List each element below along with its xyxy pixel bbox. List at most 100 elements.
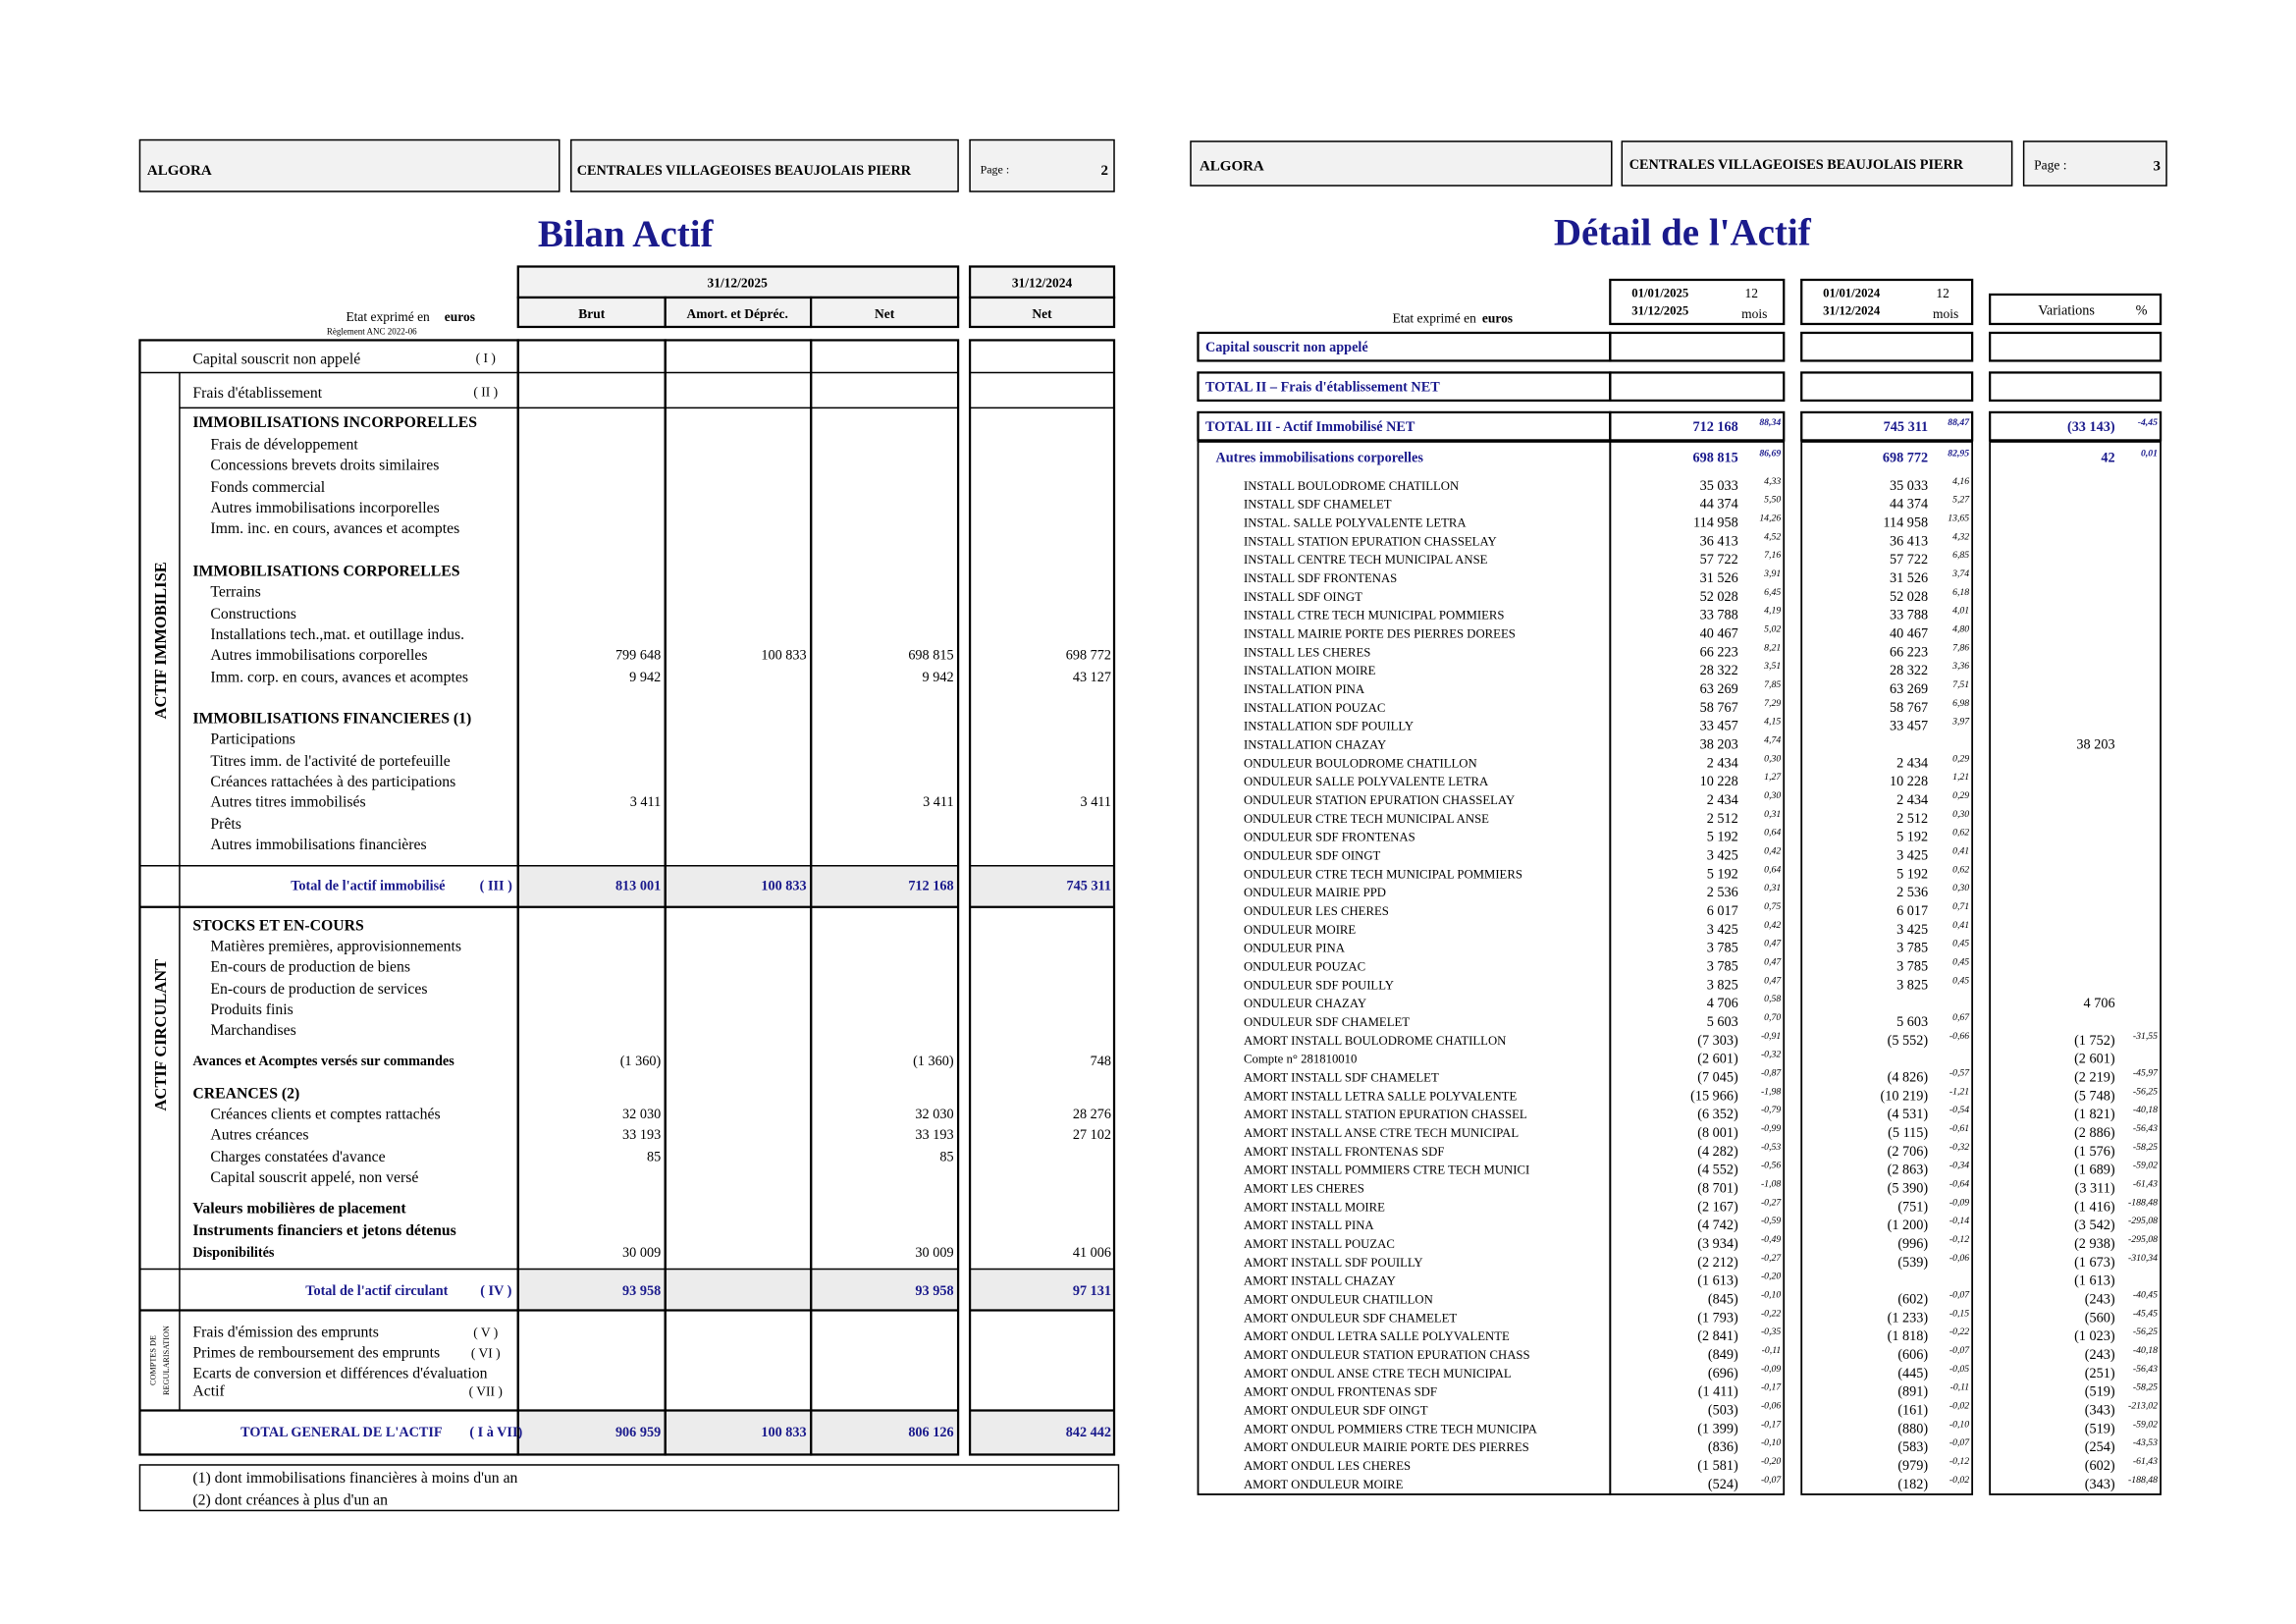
amount: (4 552)	[1697, 1163, 1738, 1178]
unit-label: Etat exprimé en	[1392, 310, 1476, 325]
amount: (2 212)	[1697, 1255, 1738, 1271]
percent: 0,45	[1952, 957, 1969, 968]
amount: 712 168	[908, 879, 953, 894]
percent: -0,14	[1949, 1216, 1969, 1226]
percent: 4,52	[1764, 531, 1781, 542]
detail-frame	[1989, 441, 2162, 1495]
amount: 712 168	[1692, 419, 1737, 435]
percent: 86,69	[1759, 448, 1781, 459]
detail-label: AMORT ONDUL ANSE CTRE TECH MUNICIPAL	[1244, 1367, 1512, 1380]
amount: (2 706)	[1888, 1144, 1929, 1160]
percent: -0,05	[1949, 1364, 1969, 1375]
page-number: 3	[2154, 159, 2162, 175]
row-label: Autres immobilisations financières	[210, 837, 426, 853]
percent: -0,20	[1761, 1272, 1781, 1282]
amount: (1 399)	[1697, 1421, 1738, 1436]
unit: euros	[1482, 310, 1513, 325]
amount: (2 167)	[1697, 1199, 1738, 1215]
column-header	[810, 296, 960, 329]
amount: 38 203	[1700, 737, 1738, 753]
amount: 33 193	[915, 1127, 953, 1143]
amount: 2 512	[1707, 811, 1738, 827]
summary-box	[1989, 371, 2163, 403]
amount: (2 863)	[1888, 1163, 1929, 1178]
amount: 100 833	[761, 879, 806, 894]
amount: (3 311)	[2075, 1181, 2115, 1197]
amount: 6 017	[1896, 903, 1928, 919]
total-label: Total de l'actif immobilisé	[291, 879, 445, 894]
variations-pct: %	[2136, 302, 2148, 318]
amount: (5 390)	[1888, 1181, 1929, 1197]
amount: 114 958	[1693, 515, 1738, 531]
percent: 0,47	[1764, 975, 1782, 986]
amount: 3 425	[1896, 922, 1928, 938]
amount: (15 966)	[1690, 1088, 1738, 1104]
roman: ( VII )	[469, 1383, 503, 1398]
row-label: Autres titres immobilisés	[210, 794, 365, 811]
amount: 41 006	[1073, 1245, 1111, 1261]
percent: 4,80	[1952, 624, 1969, 635]
months: 12	[1744, 286, 1757, 300]
total-band	[517, 1410, 959, 1455]
percent: -0,27	[1761, 1253, 1782, 1264]
roman: ( IV )	[480, 1283, 511, 1299]
total-band	[970, 1269, 1115, 1311]
row-heading: Disponibilités	[192, 1245, 275, 1261]
percent: -45,97	[2133, 1068, 2159, 1079]
row-label: Autres immobilisations corporelles	[210, 647, 427, 664]
amount: 3 411	[923, 794, 954, 810]
detail-label: ONDULEUR STATION EPURATION CHASSELAY	[1244, 793, 1515, 807]
amount: 32 030	[915, 1107, 953, 1122]
amount: 33 788	[1700, 608, 1738, 623]
amount: (243)	[2085, 1347, 2115, 1363]
amount: 114 958	[1883, 515, 1928, 531]
row-label: Marchandises	[210, 1022, 295, 1039]
amount: (583)	[1897, 1439, 1928, 1455]
percent: -4,45	[2138, 417, 2158, 428]
row-label: Créances rattachées à des participations	[210, 774, 455, 790]
percent: 13,65	[1948, 514, 1969, 524]
amount: 10 228	[1890, 774, 1928, 789]
amount: 93 958	[622, 1283, 661, 1299]
amount: (3 542)	[2074, 1218, 2115, 1233]
percent: -310,34	[2128, 1253, 2158, 1264]
amount: (696)	[1708, 1366, 1738, 1381]
frame	[810, 339, 960, 1456]
amount: 42	[2101, 450, 2114, 465]
header-box	[1190, 140, 1613, 187]
header-box	[570, 138, 959, 192]
percent: 0,41	[1952, 920, 1969, 931]
detail-label: INSTALLATION PINA	[1244, 682, 1365, 696]
roman: ( I à VII)	[469, 1425, 522, 1440]
percent: -1,08	[1761, 1179, 1781, 1190]
row-heading: IMMOBILISATIONS INCORPORELLES	[192, 414, 477, 431]
column-header	[1800, 278, 1974, 326]
percent: -0,22	[1949, 1326, 1969, 1337]
percent: 0,70	[1764, 1012, 1781, 1023]
entity: CENTRALES VILLAGEOISES BEAUJOLAIS PIERR	[577, 163, 912, 179]
detail-label: ONDULEUR LES CHERES	[1244, 904, 1389, 918]
detail-label: AMORT ONDULEUR MAIRIE PORTE DES PIERRES	[1244, 1440, 1529, 1454]
detail-label: ONDULEUR CHAZAY	[1244, 997, 1366, 1010]
detail-label: AMORT ONDUL LETRA SALLE POLYVALENTE	[1244, 1329, 1510, 1343]
amount: 9 942	[923, 670, 954, 685]
amount: 31 526	[1890, 570, 1928, 586]
amount: (751)	[1897, 1199, 1928, 1215]
row-label: Frais de développement	[210, 436, 358, 453]
row-label: Titres imm. de l'activité de portefeuill…	[210, 753, 450, 770]
row-label: Fonds commercial	[210, 479, 325, 496]
roman: ( VI )	[471, 1346, 501, 1361]
percent: -0,11	[1950, 1382, 1970, 1393]
percent: -0,59	[1761, 1216, 1781, 1226]
percent: 0,29	[1952, 753, 1969, 764]
column-label: Amort. et Dépréc.	[687, 306, 788, 321]
percent: 0,42	[1764, 920, 1781, 931]
percent: 0,64	[1764, 864, 1781, 875]
row-label: Autres créances	[210, 1127, 308, 1144]
amount: 3 785	[1896, 941, 1928, 956]
percent: -0,22	[1761, 1308, 1781, 1319]
amount: (1 613)	[1697, 1273, 1738, 1289]
amount: (979)	[1897, 1458, 1928, 1474]
amount: (2 886)	[2074, 1125, 2115, 1141]
